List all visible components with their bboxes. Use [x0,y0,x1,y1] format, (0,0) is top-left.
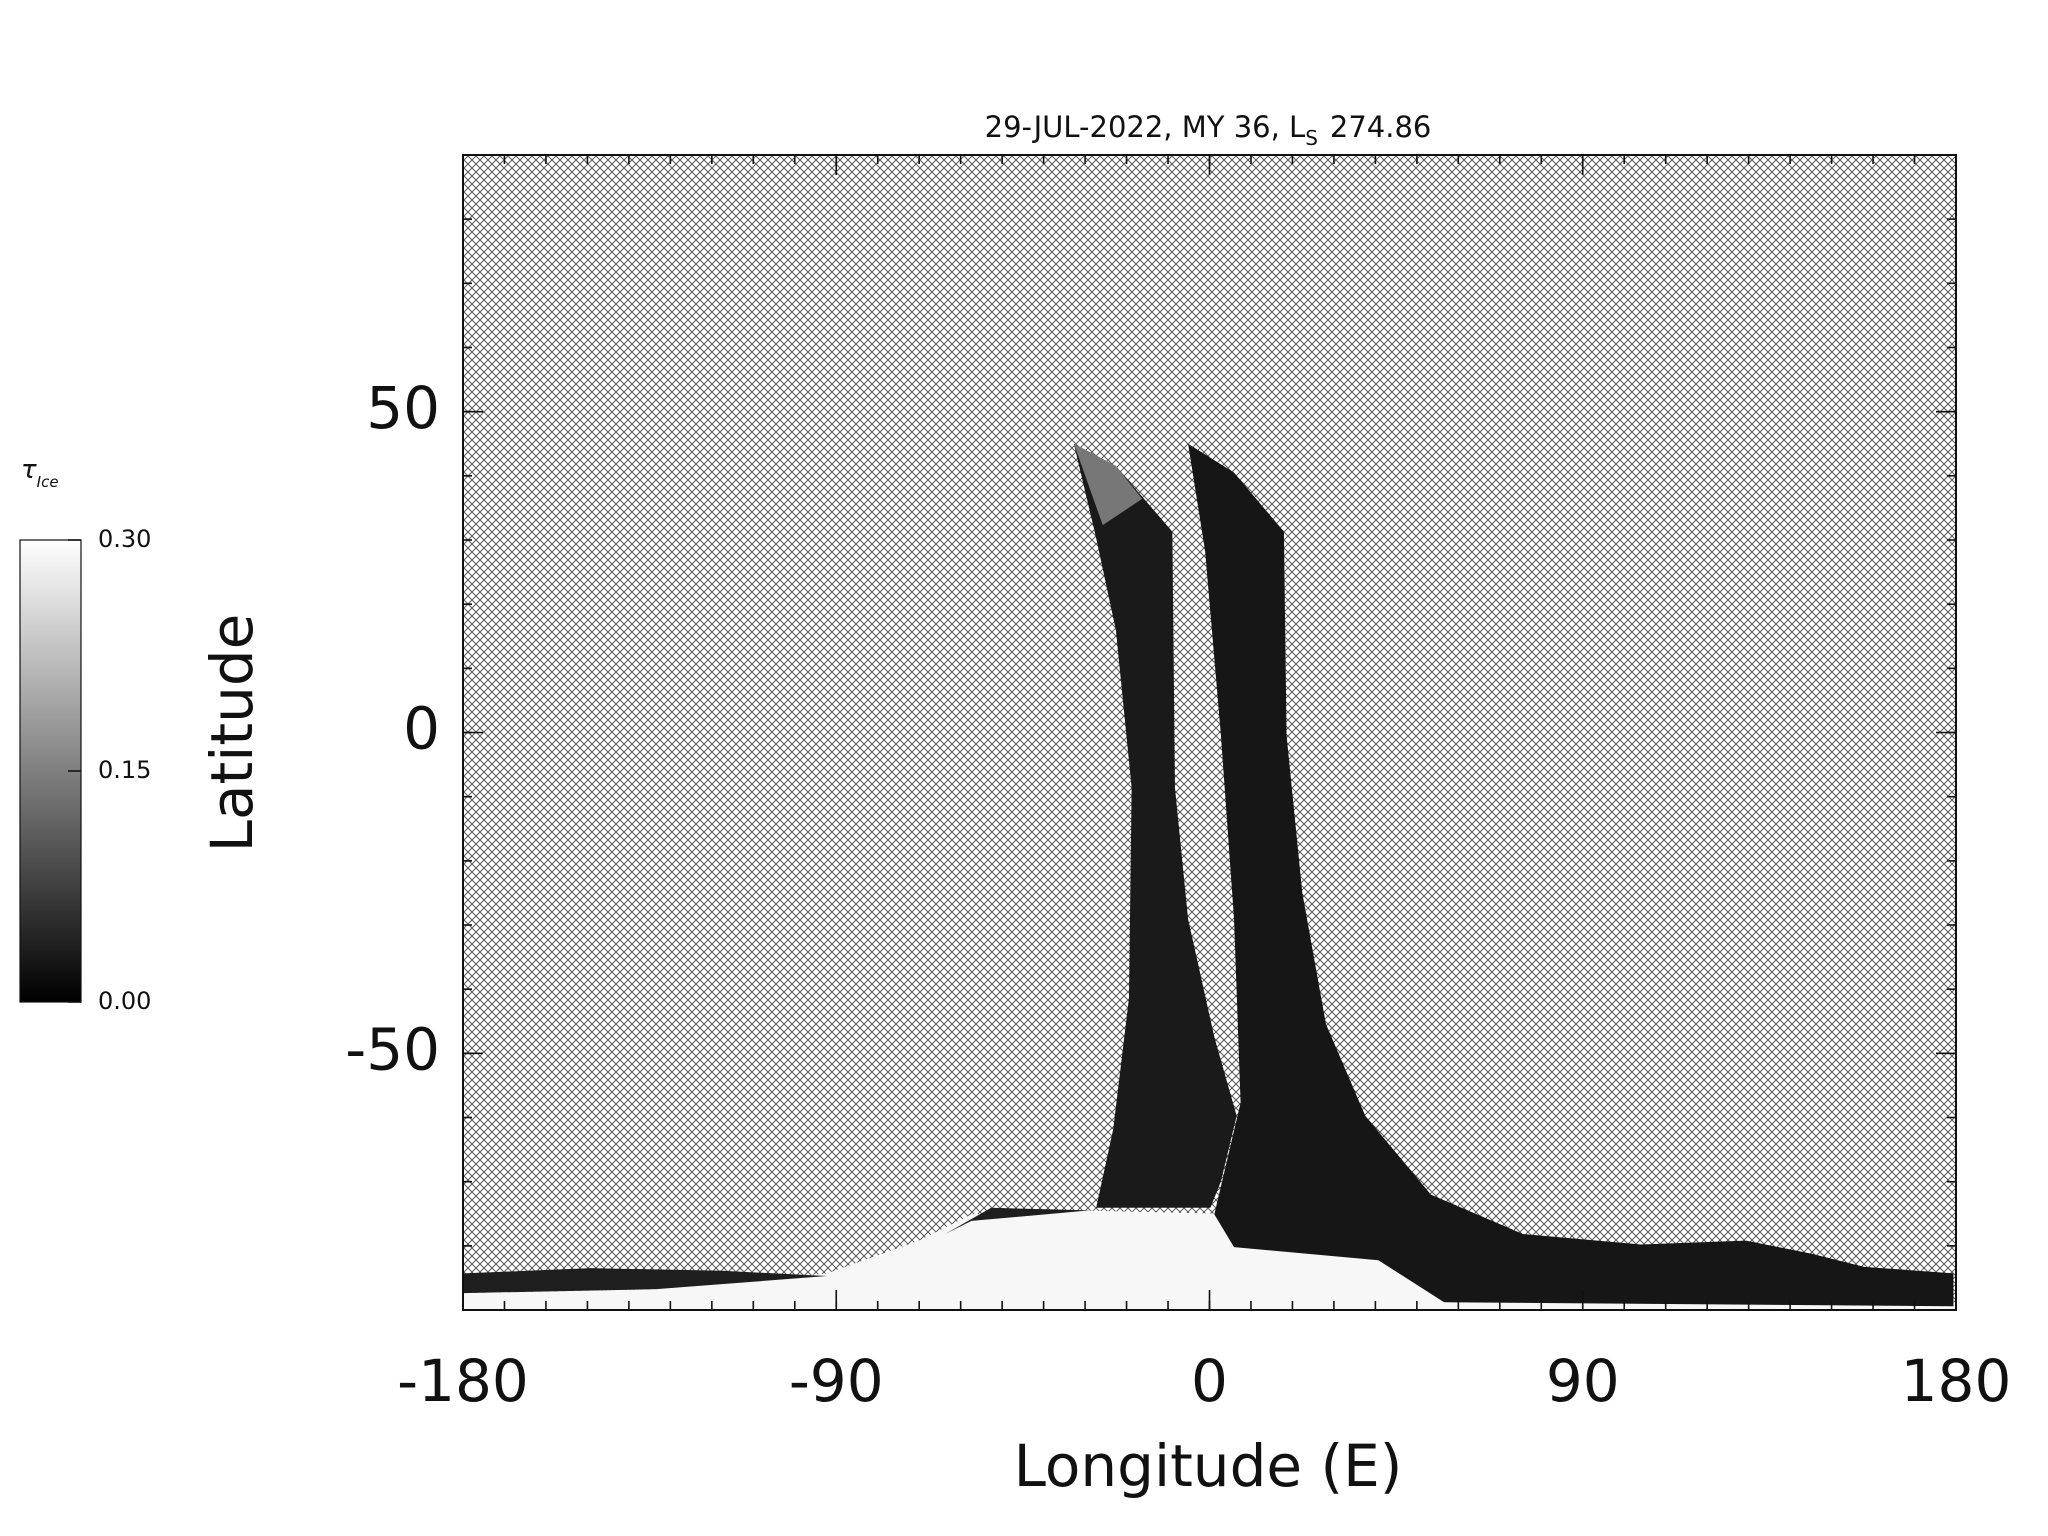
title-value: 274.86 [1330,110,1431,144]
y-tick-label: -50 [345,1015,440,1083]
swath-bright [1073,443,1143,526]
colorbar-sub: Ice [37,473,59,491]
y-tick-label: 0 [403,695,440,763]
colorbar-symbol: τ [21,455,37,485]
x-tick-label: 0 [1191,1347,1228,1415]
colorbar-tick-label: 0.00 [98,987,151,1015]
title-sub: S [1305,126,1318,150]
swaths [463,443,1957,1311]
x-tick-label: -90 [789,1347,884,1415]
colorbar-label: τIce [21,455,59,491]
y-tick-label: 50 [366,374,440,442]
polar-cap [463,1210,1957,1311]
x-tick-label: -180 [397,1347,529,1415]
x-tick-label: 90 [1546,1347,1620,1415]
swath [1073,443,1237,1208]
title-text: 29-JUL-2022, MY 36, L [985,110,1306,144]
colorbar-tick-label: 0.15 [98,756,151,784]
swath [463,1268,828,1294]
x-axis-label: Longitude (E) [1014,1432,1403,1500]
swath [945,1207,1090,1235]
y-axis-label: Latitude [198,614,266,853]
colorbar-tick-label: 0.30 [98,525,151,553]
x-tick-label: 180 [1901,1347,2012,1415]
chart-title: 29-JUL-2022, MY 36, LS 274.86 [985,110,1432,150]
swath [1188,443,1954,1307]
